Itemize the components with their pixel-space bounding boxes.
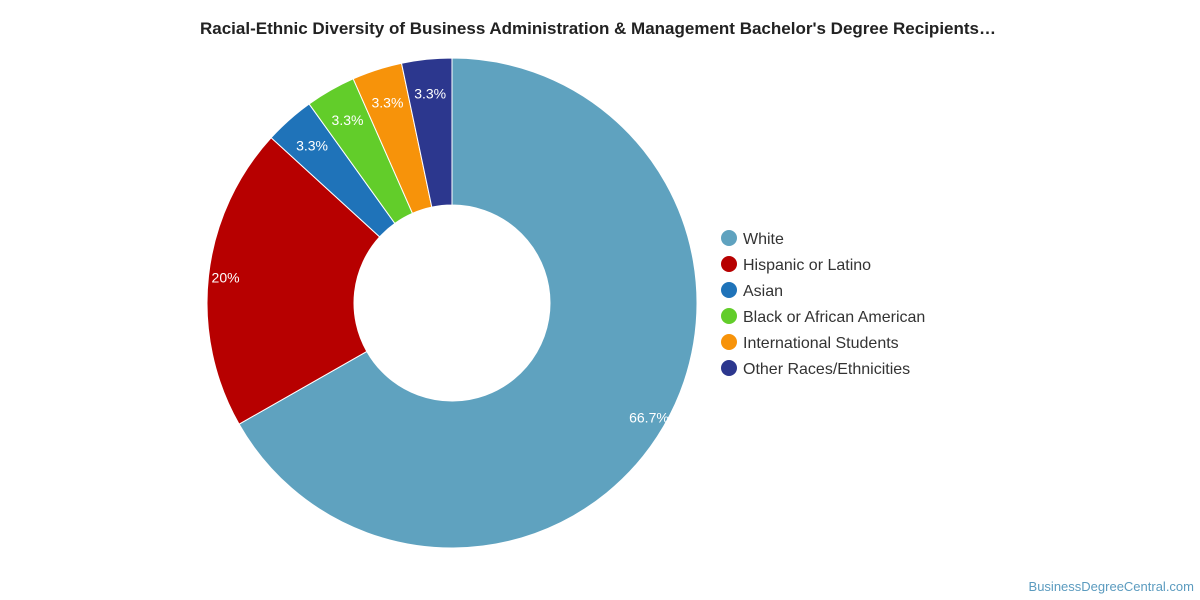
legend-item-4: International Students <box>743 335 899 352</box>
slice-label-5: 3.3% <box>414 85 446 101</box>
legend-item-5: Other Races/Ethnicities <box>743 361 910 378</box>
legend-marker-5 <box>721 360 737 376</box>
legend: White Hispanic or Latino Asian Black or Afr… <box>721 230 925 378</box>
legend-marker-2 <box>721 282 737 298</box>
legend-item-3: Black or African American <box>743 309 925 326</box>
slice-label-2: 3.3% <box>296 137 328 153</box>
legend-marker-0 <box>721 230 737 246</box>
legend-item-0: White <box>743 231 784 248</box>
legend-marker-1 <box>721 256 737 272</box>
legend-item-2: Asian <box>743 283 783 300</box>
slice-label-1: 20% <box>212 270 240 286</box>
slice-label-0: 66.7% <box>629 410 669 426</box>
legend-marker-4 <box>721 334 737 350</box>
pie-slices <box>206 57 698 549</box>
legend-item-1: Hispanic or Latino <box>743 257 871 274</box>
footer-credit: BusinessDegreeCentral.com <box>1029 579 1194 594</box>
chart-title: Racial-Ethnic Diversity of Business Admi… <box>200 19 996 38</box>
pie-slice-1 <box>206 136 381 425</box>
slice-label-4: 3.3% <box>371 94 403 110</box>
legend-marker-3 <box>721 308 737 324</box>
slice-labels: 66.7%20%3.3%3.3%3.3%3.3% <box>212 85 669 425</box>
pie-slice-5 <box>400 57 453 208</box>
pie-slice-0 <box>238 57 698 549</box>
slice-label-3: 3.3% <box>332 112 364 128</box>
